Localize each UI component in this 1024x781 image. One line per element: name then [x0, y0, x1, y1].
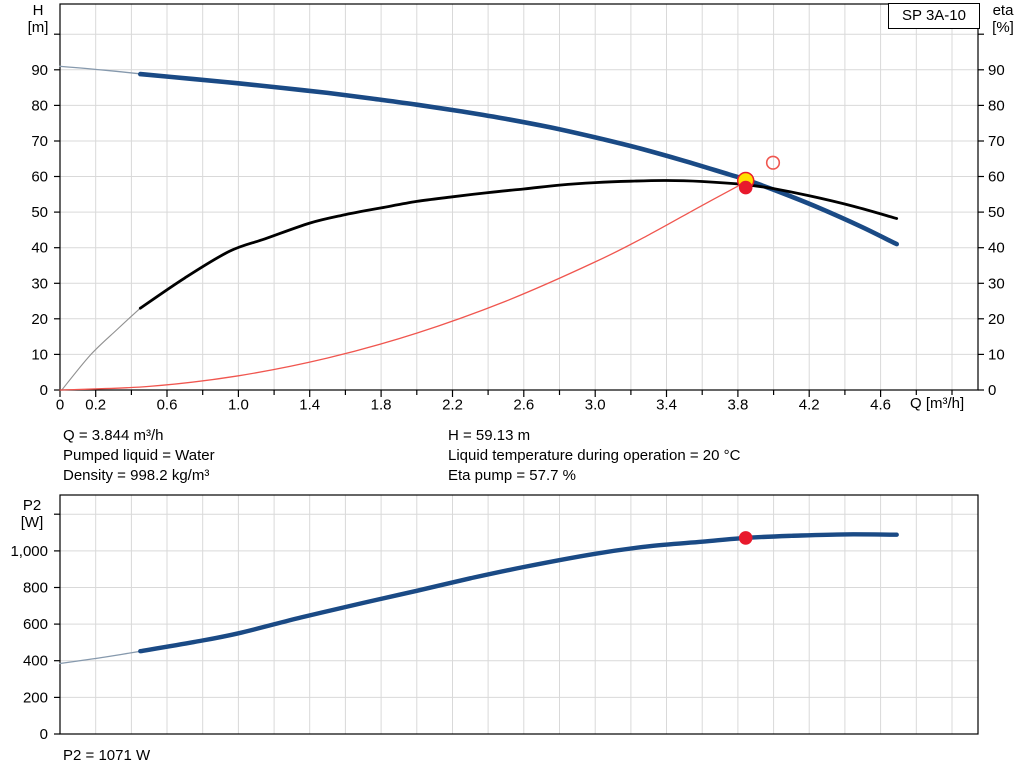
- y-tick-label: 50: [31, 204, 48, 221]
- density-readout: Density = 998.2 kg/m³: [63, 467, 210, 484]
- eta-axis-label-line2: [%]: [992, 19, 1014, 36]
- y-tick-label: 600: [23, 616, 48, 633]
- duty-head-readout: H = 59.13 m: [448, 427, 531, 444]
- p2-readout: P2 = 1071 W: [63, 747, 151, 764]
- p2-curve: [138, 532, 899, 654]
- h-axis-label-line1: H: [32, 2, 44, 19]
- x-tick-label: 3.0: [585, 397, 606, 414]
- h-axis-label: H [m]: [21, 2, 55, 36]
- p2-axis-label-line1: P2: [22, 497, 42, 514]
- system-curve: [59, 181, 747, 391]
- eta-pump-readout: Eta pump = 57.7 %: [448, 467, 576, 484]
- y-tick-label: 30: [988, 275, 1005, 292]
- y-tick-label: 200: [23, 689, 48, 706]
- duty-point-eta: [738, 180, 753, 195]
- x-tick-label: 3.8: [727, 397, 748, 414]
- y-tick-label: 90: [988, 62, 1005, 79]
- h-axis-label-line2: [m]: [27, 19, 49, 36]
- duty-flow-readout: Q = 3.844 m³/h: [63, 427, 164, 444]
- x-tick-label: 4.2: [799, 397, 820, 414]
- pumped-liquid-readout: Pumped liquid = Water: [63, 447, 215, 464]
- y-tick-label: 60: [31, 169, 48, 186]
- y-tick-label: 800: [23, 580, 48, 597]
- efficiency-curve: [138, 179, 899, 310]
- efficiency-curve-lead: [61, 307, 141, 391]
- grid: [60, 495, 978, 734]
- y-tick-label: 0: [988, 382, 996, 399]
- x-tick-label: 1.0: [228, 397, 249, 414]
- y-tick-label: 1,000: [10, 543, 48, 560]
- p2-axis-label: P2 [W]: [12, 497, 52, 531]
- axis-ticks: 0 200 400 600 800 1,000: [10, 513, 60, 743]
- bep-marker: [765, 155, 781, 170]
- y-tick-label: 400: [23, 653, 48, 670]
- y-tick-label: 40: [988, 240, 1005, 257]
- x-tick-label: 0: [56, 397, 64, 414]
- y-tick-label: 70: [988, 133, 1005, 150]
- x-tick-label: 0.6: [157, 397, 178, 414]
- y-tick-label: 60: [988, 169, 1005, 186]
- head-curve: [138, 71, 899, 247]
- y-tick-label: 80: [31, 97, 48, 114]
- duty-point-p2: [738, 531, 753, 545]
- y-tick-label: 40: [31, 240, 48, 257]
- y-tick-label: 50: [988, 204, 1005, 221]
- x-tick-label: 2.2: [442, 397, 463, 414]
- y-tick-label: 0: [40, 382, 48, 399]
- y-tick-label: 20: [988, 311, 1005, 328]
- q-axis-label: Q [m³/h]: [910, 395, 965, 412]
- x-tick-label: 0.2: [85, 397, 106, 414]
- liquid-temperature-readout: Liquid temperature during operation = 20…: [448, 447, 741, 464]
- y-tick-label: 90: [31, 62, 48, 79]
- axis-ticks: 0 0.2 0.6 1.0 1.4 1.8 2.2 2.6 3.0 3.4 3.8 4.2 4.60 01…: [31, 33, 1005, 414]
- head-curve-lead: [59, 65, 150, 76]
- x-tick-label: 1.4: [299, 397, 320, 414]
- x-tick-label: 1.8: [371, 397, 392, 414]
- x-tick-label: 2.6: [513, 397, 534, 414]
- y-tick-label: 0: [40, 726, 48, 743]
- plot-border: [59, 494, 979, 735]
- grid: [60, 4, 978, 390]
- x-tick-label: 4.6: [870, 397, 891, 414]
- y-tick-label: 80: [988, 97, 1005, 114]
- p2-axis-label-line2: [W]: [20, 514, 44, 531]
- y-tick-label: 20: [31, 311, 48, 328]
- eta-axis-label-line1: eta: [992, 2, 1014, 19]
- x-tick-label: 3.4: [656, 397, 677, 414]
- y-tick-label: 10: [31, 346, 48, 363]
- y-tick-label: 10: [988, 346, 1005, 363]
- plot-border: [59, 3, 979, 391]
- y-tick-label: 70: [31, 133, 48, 150]
- hq-eta-chart: 0 0.2 0.6 1.0 1.4 1.8 2.2 2.6 3.0 3.4 3.8 4.2 4.60 01…: [31, 3, 1005, 414]
- p2-chart: 0 200 400 600 800 1,000: [10, 494, 979, 743]
- p2-curve-lead: [59, 649, 150, 665]
- y-tick-label: 30: [31, 275, 48, 292]
- pump-model-badge: SP 3A-10: [888, 3, 980, 29]
- eta-axis-label: eta [%]: [984, 2, 1022, 36]
